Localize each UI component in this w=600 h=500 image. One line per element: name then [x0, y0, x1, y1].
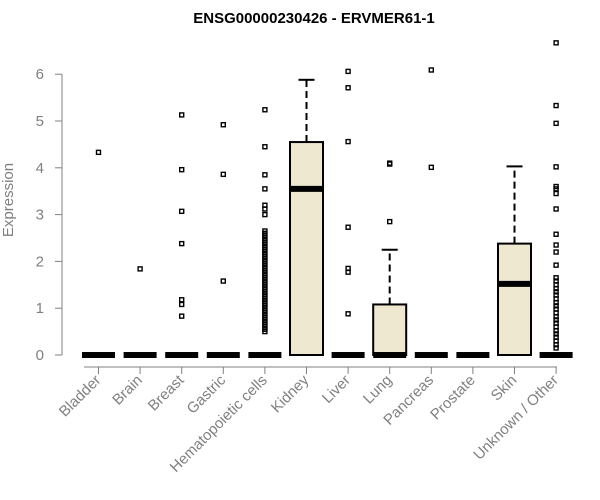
outlier-point-hematopoietic-cells-2 — [262, 172, 268, 178]
box-group-kidney — [289, 78, 324, 356]
outlier-point-unknown-other-9 — [553, 242, 559, 248]
outlier-point-hematopoietic-cells-3 — [262, 186, 268, 192]
outlier-point-breast-6 — [178, 313, 185, 319]
outlier-point-hematopoietic-cells-6 — [262, 211, 268, 218]
outlier-point-gastric-2 — [220, 278, 227, 284]
outlier-point-unknown-other-7 — [553, 206, 559, 212]
box-group-pancreas — [414, 67, 448, 358]
outlier-point-unknown-other-24 — [553, 317, 559, 323]
box-group-unknown-other — [539, 40, 573, 358]
chart-title: ENSG00000230426 - ERVMER61-1 — [193, 10, 435, 27]
outlier-point-lung-1 — [387, 161, 393, 167]
outlier-point-pancreas-1 — [428, 164, 434, 171]
y-tick-label-1: 1 — [36, 300, 44, 317]
outlier-point-breast-4 — [178, 297, 185, 303]
x-tick-label-kidney: Kidney — [268, 371, 313, 416]
y-axis-ticks: 0 1 2 3 4 5 6 — [36, 66, 62, 364]
outlier-point-liver-5 — [345, 269, 351, 275]
outlier-point-unknown-other-32 — [553, 345, 559, 351]
outlier-point-unknown-other-15 — [553, 285, 559, 292]
boxplot-series — [82, 40, 573, 358]
outlier-point-breast-1 — [178, 166, 185, 173]
outlier-point-unknown-other-12 — [553, 275, 559, 281]
outlier-point-lung-2 — [387, 218, 393, 225]
x-tick-label-bladder: Bladder — [56, 372, 105, 421]
outlier-point-unknown-other-23 — [553, 313, 559, 320]
outlier-point-hematopoietic-cells-1 — [262, 144, 268, 150]
outlier-point-unknown-other-16 — [553, 289, 559, 295]
y-tick-label-2: 2 — [36, 253, 44, 270]
box-group-bladder — [82, 149, 115, 358]
outlier-point-liver-6 — [345, 311, 351, 317]
x-tick-label-skin: Skin — [488, 372, 521, 405]
outlier-point-hematopoietic-cells-0 — [262, 107, 268, 113]
outlier-point-unknown-other-11 — [553, 262, 559, 268]
x-tick-label-breast: Breast — [145, 371, 188, 414]
outlier-point-unknown-other-31 — [553, 342, 559, 348]
outlier-point-unknown-other-27 — [553, 327, 559, 334]
y-tick-label-5: 5 — [36, 113, 44, 130]
box-group-gastric — [206, 122, 240, 358]
outlier-point-breast-0 — [178, 112, 185, 118]
x-tick-label-lung: Lung — [360, 372, 396, 408]
outlier-point-hematopoietic-cells-5 — [262, 206, 268, 212]
outlier-point-liver-2 — [345, 138, 351, 145]
outlier-point-unknown-other-19 — [553, 299, 559, 306]
box-group-liver — [331, 68, 365, 358]
outlier-point-gastric-1 — [220, 171, 227, 178]
y-tick-label-4: 4 — [36, 160, 44, 177]
y-tick-label-0: 0 — [36, 347, 44, 364]
box-body-lung — [372, 303, 408, 356]
outlier-point-unknown-other-1 — [553, 102, 559, 109]
x-tick-label-brain: Brain — [109, 372, 146, 409]
outlier-point-unknown-other-10 — [553, 249, 559, 255]
x-tick-label-liver: Liver — [319, 372, 354, 407]
box-group-hematopoietic-cells — [248, 107, 282, 358]
y-tick-label-6: 6 — [36, 66, 44, 83]
box-body-skin — [497, 242, 532, 356]
box-group-brain — [123, 266, 157, 358]
outlier-point-unknown-other-8 — [553, 231, 559, 237]
box-body-kidney — [289, 141, 324, 356]
outlier-point-unknown-other-28 — [553, 331, 559, 337]
outlier-point-unknown-other-6 — [553, 190, 559, 197]
outlier-point-unknown-other-20 — [553, 303, 559, 309]
outlier-point-unknown-other-2 — [553, 120, 559, 127]
outlier-point-breast-2 — [178, 208, 185, 215]
outlier-point-pancreas-0 — [428, 67, 434, 73]
outlier-point-unknown-other-0 — [553, 40, 559, 46]
outlier-point-liver-1 — [345, 85, 351, 91]
outlier-point-breast-3 — [178, 240, 185, 247]
x-tick-label-prostate: Prostate — [427, 372, 479, 424]
box-group-skin — [497, 165, 532, 356]
outlier-point-liver-0 — [345, 68, 351, 75]
outlier-point-liver-3 — [345, 224, 351, 230]
box-group-breast — [165, 112, 199, 358]
y-axis-title: Expression — [0, 163, 17, 237]
outlier-point-breast-5 — [178, 301, 185, 308]
outlier-point-unknown-other-3 — [553, 164, 559, 170]
y-tick-label-3: 3 — [36, 207, 44, 224]
outlier-point-brain-0 — [137, 266, 143, 272]
outlier-point-bladder-0 — [95, 149, 102, 156]
outlier-point-gastric-0 — [220, 122, 227, 128]
outlier-point-hematopoietic-cells-50 — [262, 328, 268, 335]
box-group-lung — [372, 160, 408, 358]
